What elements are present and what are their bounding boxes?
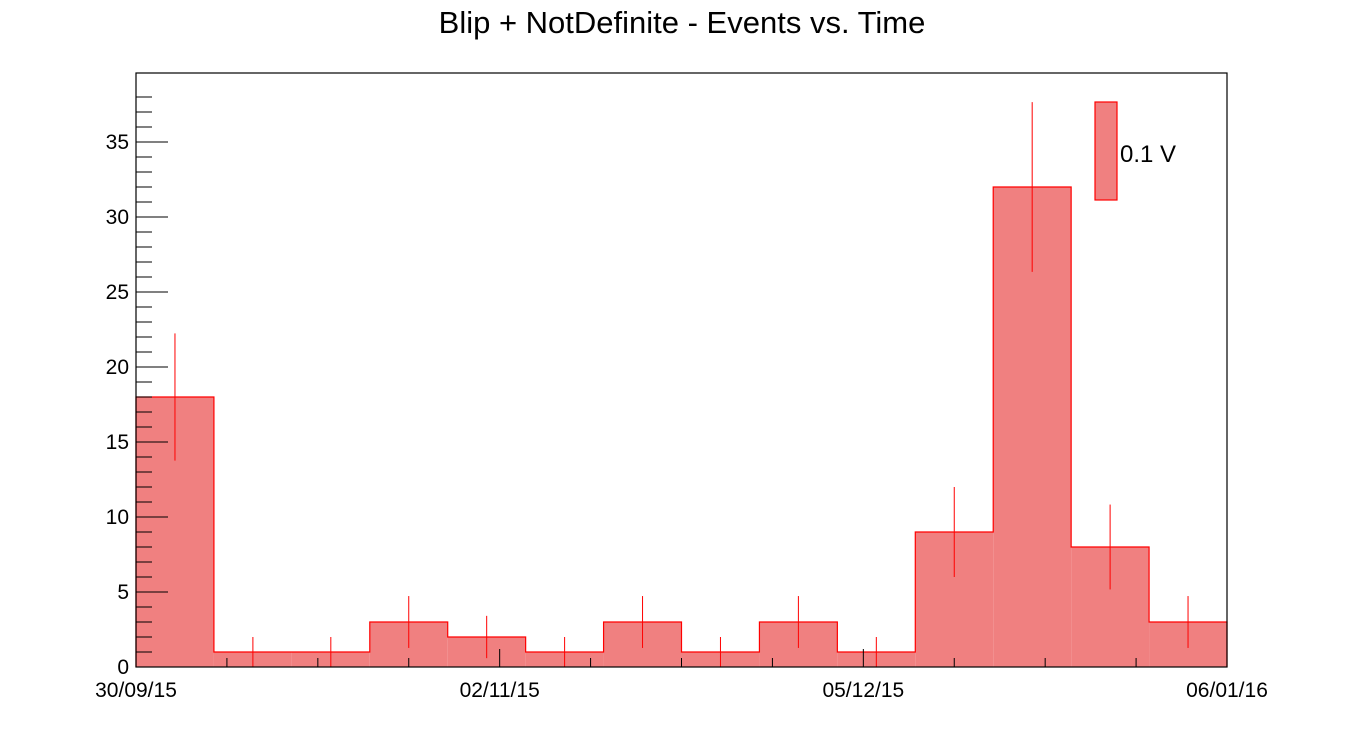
chart-title: Blip + NotDefinite - Events vs. Time	[439, 5, 926, 40]
bar-outline	[135, 186, 1228, 667]
x-tick-label: 30/09/15	[95, 679, 177, 702]
y-tick-label: 35	[106, 131, 129, 154]
x-tick-label: 05/12/15	[822, 679, 904, 702]
x-tick-label: 06/01/16	[1186, 679, 1268, 702]
y-tick-label: 30	[106, 206, 129, 229]
y-axis: 0 5 10 15 20 25 30 35	[106, 96, 168, 679]
y-tick-label: 20	[106, 356, 129, 379]
x-tick-label: 02/11/15	[460, 679, 540, 702]
y-tick-label: 15	[106, 431, 129, 454]
y-tick-label: 0	[117, 656, 129, 679]
bars-layer	[135, 186, 1228, 667]
y-tick-label: 5	[117, 581, 129, 604]
y-tick-label: 25	[106, 281, 129, 304]
x-axis: 30/09/15 02/11/15 05/12/15 06/01/16	[95, 649, 1268, 702]
legend-label: 0.1 V	[1120, 141, 1176, 168]
y-tick-label: 10	[106, 506, 129, 529]
legend-swatch	[1094, 101, 1118, 201]
legend: 0.1 V	[1094, 101, 1176, 201]
error-bars-layer	[174, 102, 1189, 667]
